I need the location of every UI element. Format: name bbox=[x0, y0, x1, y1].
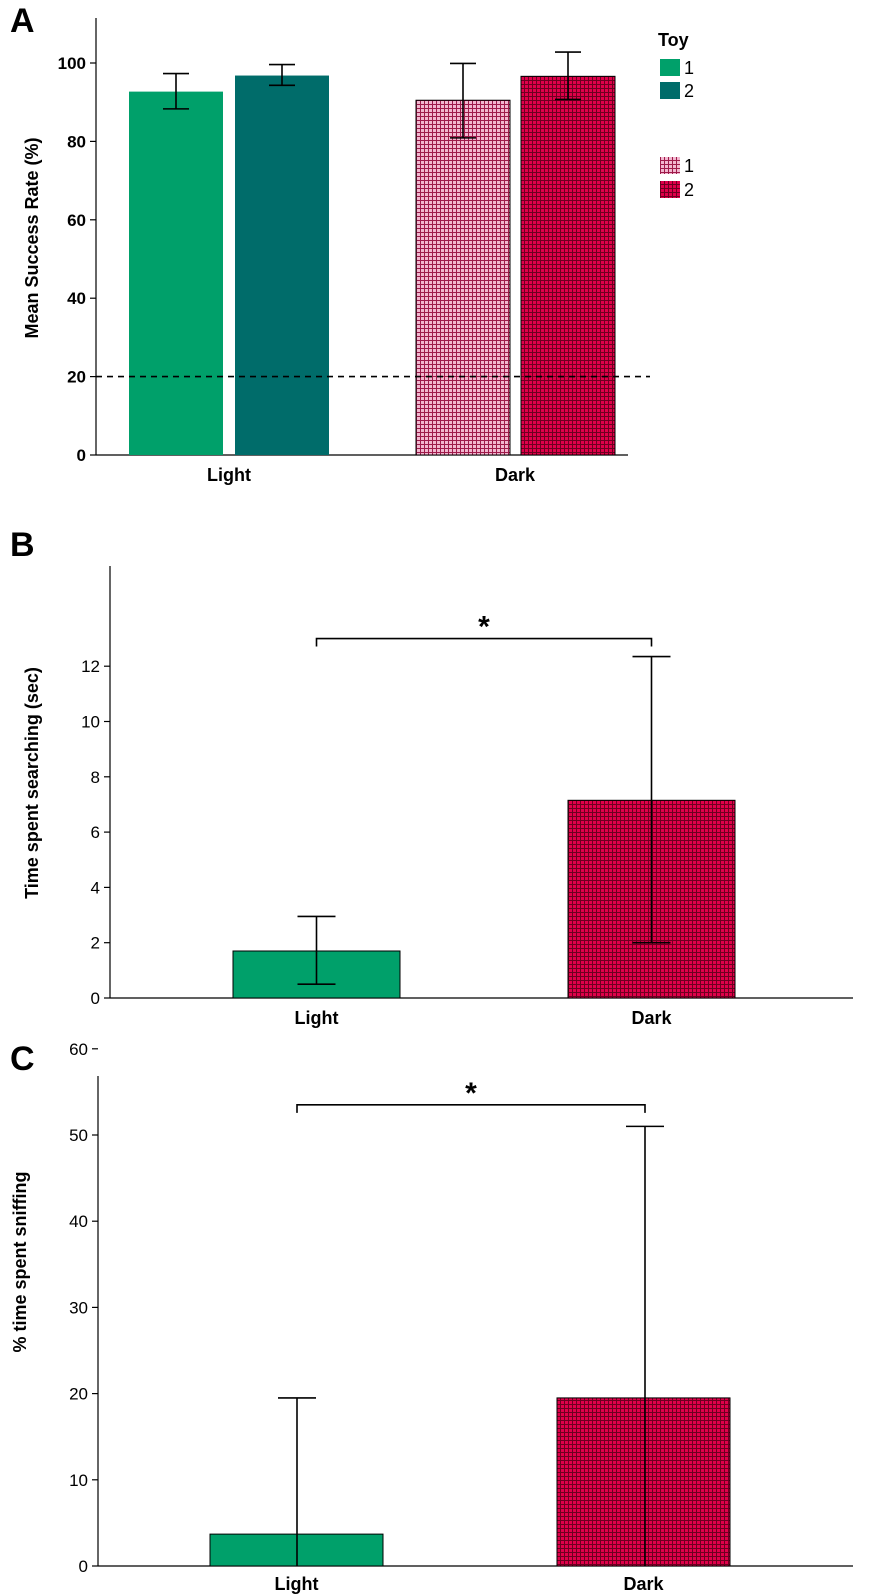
panel-a-y-tick-label-40: 40 bbox=[67, 289, 86, 308]
panel-a-x-tick-label-dark: Dark bbox=[495, 465, 536, 485]
legend-swatch-light-2 bbox=[660, 82, 680, 99]
panel-letter-a: A bbox=[10, 2, 35, 40]
panel-c-significance-star: * bbox=[465, 1077, 477, 1110]
bar-dark-toy-1 bbox=[415, 99, 511, 456]
bar-light-toy-1 bbox=[129, 91, 223, 455]
panel-c-marks: 0 10 20 30 40 50 60 Light Dark * bbox=[69, 1040, 853, 1594]
legend-label-light-1: 1 bbox=[684, 58, 694, 78]
panel-c-bar-dark bbox=[556, 1397, 731, 1567]
panel-c: C % time spent sniffing 0 10 20 30 40 50 60 Lig… bbox=[10, 1040, 853, 1594]
legend-label-dark-2: 2 bbox=[684, 180, 694, 200]
panel-c-y-tick-label-0: 0 bbox=[79, 1557, 88, 1576]
panel-b-significance-star: * bbox=[478, 611, 490, 644]
panel-b-y-tick-label-8: 8 bbox=[91, 768, 100, 787]
panel-a: A Mean Success Rate (%) 0 20 40 60 80 100 Ligh… bbox=[10, 2, 694, 485]
panel-a-y-tick-label-20: 20 bbox=[67, 368, 86, 387]
panel-c-y-tick-label-10: 10 bbox=[69, 1471, 88, 1490]
legend-swatch-dark-2 bbox=[660, 181, 680, 198]
panel-a-legend: Toy 1 2 1 2 bbox=[658, 30, 694, 200]
panel-b-x-tick-label-light: Light bbox=[295, 1008, 339, 1028]
panel-b-y-tick-label-0: 0 bbox=[91, 989, 100, 1008]
bar-light-toy-2 bbox=[235, 75, 329, 455]
panel-b-marks: 0 2 4 6 8 10 12 Light Dark * bbox=[81, 566, 853, 1028]
legend-swatch-light-1 bbox=[660, 59, 680, 76]
panel-b-y-tick-label-12: 12 bbox=[81, 657, 100, 676]
panel-b-y-axis-label: Time spent searching (sec) bbox=[22, 667, 42, 899]
panel-a-y-tick-label-80: 80 bbox=[67, 132, 86, 151]
panel-b-y-tick-label-6: 6 bbox=[91, 823, 100, 842]
legend-label-light-2: 2 bbox=[684, 81, 694, 101]
panel-b: B Time spent searching (sec) 0 2 4 6 8 10 12 Li… bbox=[10, 526, 853, 1028]
panel-b-y-tick-label-4: 4 bbox=[91, 878, 100, 897]
panel-c-y-tick-label-30: 30 bbox=[69, 1298, 88, 1317]
panel-a-y-axis-label: Mean Success Rate (%) bbox=[22, 137, 42, 338]
panel-b-significance-bracket bbox=[315, 637, 653, 647]
panel-a-marks: 0 20 40 60 80 100 Light Dark bbox=[58, 18, 650, 485]
panel-a-y-tick-label-100: 100 bbox=[58, 54, 86, 73]
panel-b-y-tick-label-10: 10 bbox=[81, 713, 100, 732]
panel-letter-c: C bbox=[10, 1040, 35, 1078]
panel-a-y-tick-label-0: 0 bbox=[77, 446, 86, 465]
panel-c-significance-bracket bbox=[296, 1104, 646, 1113]
panel-c-y-tick-label-60: 60 bbox=[69, 1040, 88, 1059]
panel-c-x-tick-label-dark: Dark bbox=[623, 1574, 664, 1594]
legend-label-dark-1: 1 bbox=[684, 156, 694, 176]
panel-a-y-tick-label-60: 60 bbox=[67, 211, 86, 230]
panel-c-x-tick-label-light: Light bbox=[275, 1574, 319, 1594]
panel-c-y-axis-label: % time spent sniffing bbox=[10, 1171, 30, 1352]
legend-swatch-dark-1 bbox=[660, 157, 680, 174]
legend-title: Toy bbox=[658, 30, 689, 50]
panel-b-y-tick-label-2: 2 bbox=[91, 934, 100, 953]
panel-b-x-tick-label-dark: Dark bbox=[631, 1008, 672, 1028]
panel-a-x-tick-label-light: Light bbox=[207, 465, 251, 485]
panel-c-y-tick-label-50: 50 bbox=[69, 1126, 88, 1145]
panel-c-y-tick-label-40: 40 bbox=[69, 1212, 88, 1231]
bar-dark-toy-2 bbox=[520, 75, 616, 456]
panel-c-y-tick-label-20: 20 bbox=[69, 1385, 88, 1404]
panel-letter-b: B bbox=[10, 526, 35, 564]
